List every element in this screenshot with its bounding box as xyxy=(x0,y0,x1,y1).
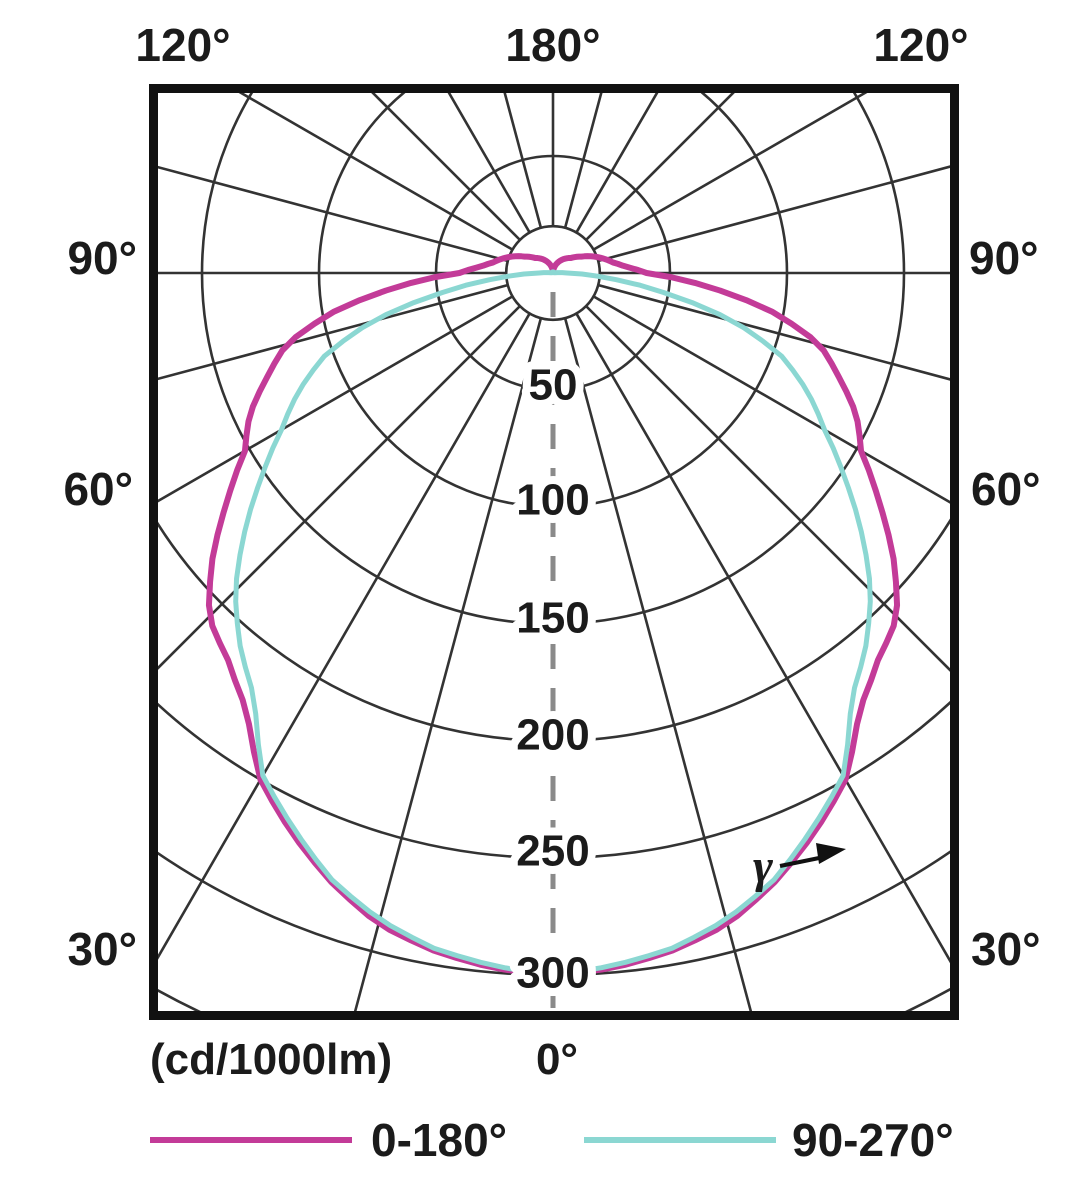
units-label: (cd/1000lm) xyxy=(150,1035,392,1084)
radial-tick-label: 100 xyxy=(516,476,589,525)
grid-ray-60 xyxy=(593,93,868,251)
intensity-curves xyxy=(205,253,901,978)
radial-tick-label: 150 xyxy=(516,594,589,643)
grid-circle-250 xyxy=(158,700,950,860)
radial-tick-label: 50 xyxy=(529,361,578,410)
grid-circle-350 xyxy=(158,987,950,1011)
angle-label: 60° xyxy=(971,463,1041,515)
angle-label: 30° xyxy=(67,923,137,975)
angle-label: 120° xyxy=(135,19,230,71)
gamma-direction-annotation: γ xyxy=(753,840,846,893)
axis-captions: (cd/1000lm) 0° xyxy=(150,1035,578,1084)
grid-ray-165 xyxy=(563,318,753,1011)
radial-tick-label: 200 xyxy=(516,711,589,760)
grid-ray-300 xyxy=(238,93,513,251)
angle-label: 30° xyxy=(971,923,1041,975)
curve-90-270 xyxy=(233,269,873,978)
radial-tick-label: 250 xyxy=(516,827,589,876)
radial-tick-label: 300 xyxy=(516,949,589,998)
grid-ray-30 xyxy=(575,93,659,233)
grid-ray-210 xyxy=(158,313,531,960)
zero-degree-label: 0° xyxy=(536,1035,578,1084)
angle-label: 90° xyxy=(969,232,1039,284)
angle-labels: 120° 180° 120° 90° 90° 60° 60° 30° 30° xyxy=(63,19,1040,975)
chart-frame xyxy=(149,84,959,1020)
grid-ray-150 xyxy=(575,313,950,964)
angle-label: 60° xyxy=(63,463,133,515)
grid-ray-135 xyxy=(585,305,950,672)
radial-tick-labels: 50 100 150 200 250 300 xyxy=(508,353,597,1006)
grid-ray-195 xyxy=(353,318,543,1011)
grid-ray-240 xyxy=(158,295,513,503)
grid-ray-315 xyxy=(371,93,521,241)
angle-label: 90° xyxy=(67,232,137,284)
grid-ray-225 xyxy=(158,305,521,670)
grid-ray-285 xyxy=(158,165,508,263)
legend-label-0: 0-180° xyxy=(371,1114,507,1166)
grid-ray-45 xyxy=(585,93,735,241)
legend-label-1: 90-270° xyxy=(792,1114,954,1166)
gamma-arrow-shaft xyxy=(779,855,825,868)
grid-circle-20 xyxy=(504,224,602,322)
angle-label: 120° xyxy=(873,19,968,71)
gamma-arrow-head-icon xyxy=(816,843,846,864)
grid-ray-120 xyxy=(593,295,950,504)
angle-label: 180° xyxy=(505,19,600,71)
legend: 0-180° 90-270° xyxy=(150,1114,954,1166)
gamma-symbol: γ xyxy=(753,840,773,893)
grid-ray-330 xyxy=(447,93,531,233)
grid-ray-75 xyxy=(598,165,950,263)
